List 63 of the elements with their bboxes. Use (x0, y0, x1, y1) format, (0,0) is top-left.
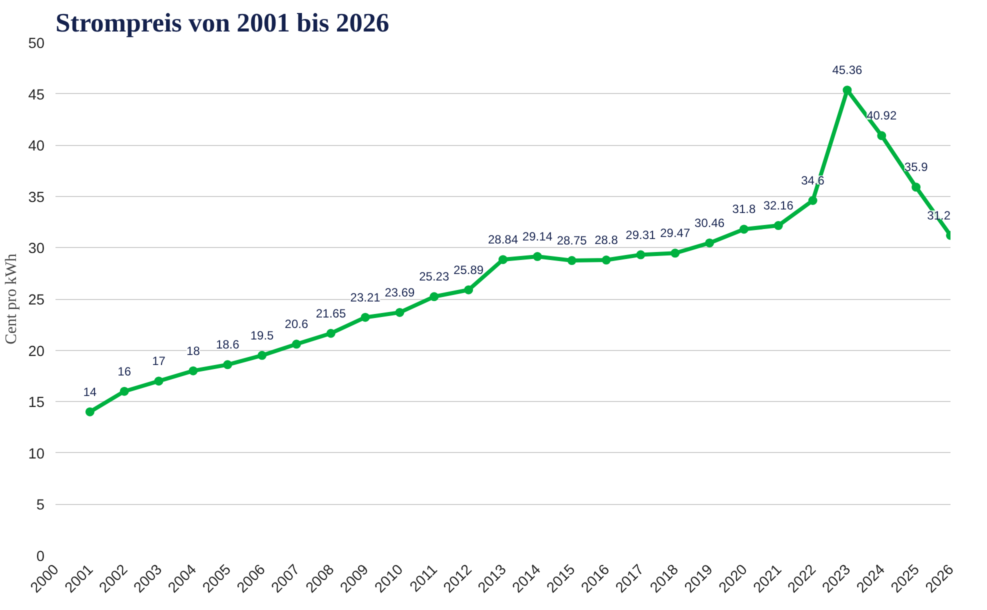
data-label: 29.47 (660, 226, 690, 240)
data-label: 32.16 (763, 198, 794, 213)
data-label: 29.31 (626, 228, 656, 242)
data-label: 18.6 (216, 338, 240, 352)
data-label: 18 (186, 344, 200, 358)
data-label: 31.2 (927, 208, 951, 222)
point (739, 224, 748, 234)
point (774, 221, 783, 230)
y-tick-label: 30 (28, 241, 45, 258)
data-label: 29.14 (522, 230, 553, 244)
point (636, 250, 646, 260)
y-tick-label: 45 (28, 87, 45, 104)
data-label: 23.69 (384, 285, 416, 300)
point (188, 366, 198, 376)
y-tick-label: 40 (28, 138, 45, 155)
data-label: 21.65 (316, 306, 346, 320)
data-label: 40.92 (866, 108, 897, 123)
data-label: 14 (83, 384, 97, 399)
point (85, 407, 94, 416)
point (360, 312, 370, 322)
y-tick-label: 35 (28, 190, 45, 206)
point (877, 131, 886, 140)
point (258, 350, 267, 360)
point (498, 255, 508, 264)
y-tick-label: 50 (28, 36, 45, 52)
point (223, 360, 232, 370)
data-label: 28.75 (556, 234, 588, 248)
point (705, 238, 714, 248)
y-tick-label: 15 (28, 395, 45, 412)
point (464, 285, 474, 294)
point (395, 308, 404, 317)
data-label: 16 (118, 364, 132, 378)
point (154, 376, 164, 386)
point (602, 256, 611, 265)
y-tick-label: 25 (28, 292, 45, 308)
y-tick-label: 0 (36, 549, 45, 565)
y-axis-title: Cent pro kWh (3, 254, 20, 344)
data-label: 19.5 (250, 328, 274, 342)
point (567, 256, 576, 266)
chart-title: Strompreis von 2001 bis 2026 (56, 8, 390, 38)
point (292, 340, 301, 349)
data-label: 45.36 (832, 63, 863, 78)
point (808, 196, 818, 205)
data-label: 17 (152, 354, 166, 368)
data-label: 25.89 (454, 262, 484, 277)
data-label: 25.23 (419, 270, 450, 284)
data-label: 30.46 (694, 216, 725, 230)
point (532, 252, 542, 262)
data-label: 34.6 (801, 174, 825, 188)
data-label: 20.6 (284, 317, 308, 332)
y-tick-label: 5 (36, 498, 45, 514)
y-tick-label: 20 (28, 344, 45, 360)
data-label: 31.8 (732, 202, 756, 216)
point (430, 292, 439, 302)
data-label: 23.21 (350, 290, 381, 304)
point (120, 386, 129, 396)
point (326, 328, 336, 338)
y-tick-label: 10 (28, 446, 45, 462)
point (670, 248, 680, 258)
data-label: 35.9 (904, 160, 928, 174)
data-label: 28.84 (488, 232, 518, 247)
data-label: 28.8 (594, 233, 618, 248)
point (912, 182, 921, 192)
